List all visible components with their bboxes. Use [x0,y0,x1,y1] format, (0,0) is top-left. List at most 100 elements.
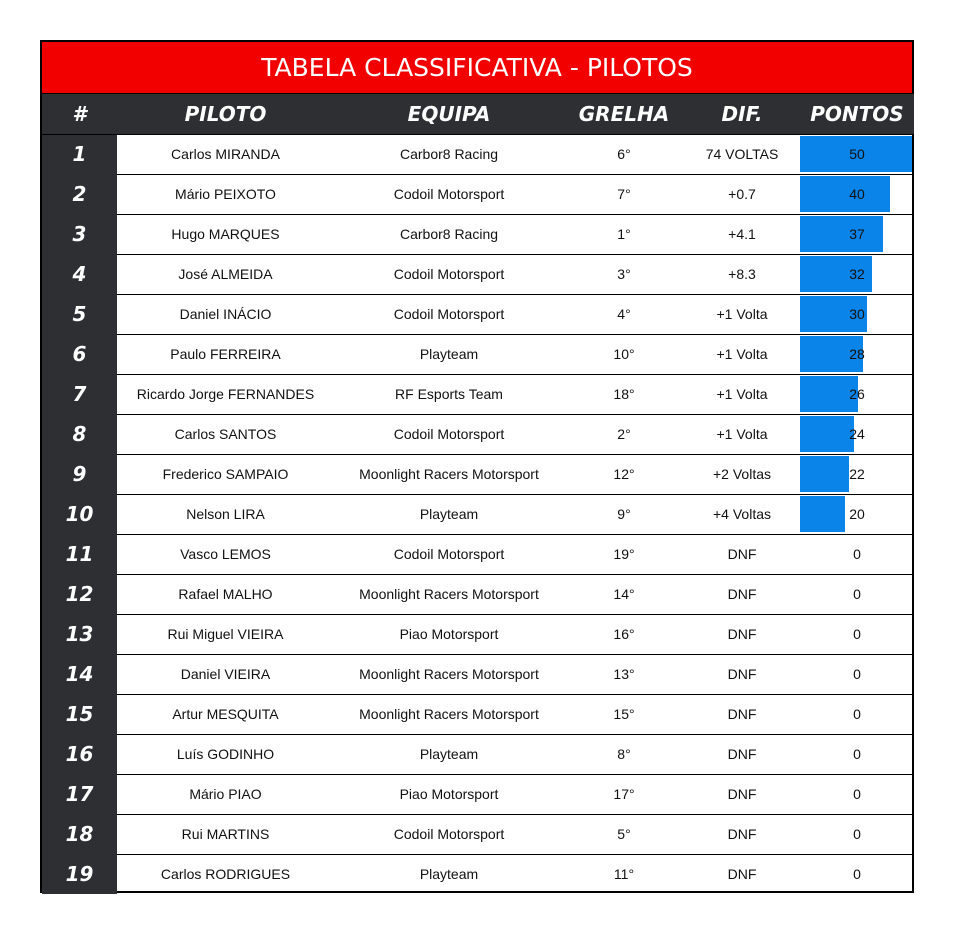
points-cell: 26 [800,374,914,414]
row-divider [117,534,914,535]
grid: 15° [613,706,635,722]
gap: DNF [727,626,757,642]
points-bar [800,376,859,412]
team: Carbor8 Racing [399,226,499,242]
column-header: PILOTO [117,94,334,134]
row-divider [117,814,914,815]
team: Piao Motorsport [399,626,499,642]
points: 37 [849,226,865,242]
position: 14 [42,654,117,694]
row-divider [42,134,914,135]
row-divider [117,494,914,495]
driver: Daniel INÁCIO [179,306,272,322]
points-bar [800,336,863,372]
driver: Carlos RODRIGUES [160,866,291,882]
gap: +2 Voltas [713,466,771,482]
team: Moonlight Racers Motorsport [359,706,539,722]
points: 0 [853,546,861,562]
row-divider [117,294,914,295]
row-divider [117,174,914,175]
grid: 18° [613,386,635,402]
row-divider [117,254,914,255]
points-cell: 0 [800,614,914,654]
gap: +1 Volta [716,306,768,322]
grid: 16° [613,626,635,642]
position: 15 [42,694,117,734]
points-cell: 0 [800,734,914,774]
grid: 3° [617,266,631,282]
row-divider [117,774,914,775]
driver: Artur MESQUITA [172,706,279,722]
position: 9 [42,454,117,494]
row-divider [117,574,914,575]
column-header: GRELHA [564,94,684,134]
position: 18 [42,814,117,854]
position: 2 [42,174,117,214]
team: Codoil Motorsport [393,426,505,442]
position: 10 [42,494,117,534]
points: 32 [849,266,865,282]
points: 0 [853,706,861,722]
points-cell: 50 [800,134,914,174]
gap: +4.1 [728,226,756,242]
grid: 5° [617,826,631,842]
grid: 17° [613,786,635,802]
grid: 19° [613,546,635,562]
gap: DNF [727,546,757,562]
table-title: TABELA CLASSIFICATIVA - PILOTOS [42,42,912,94]
team: Codoil Motorsport [393,186,505,202]
points-cell: 22 [800,454,914,494]
team: Carbor8 Racing [399,146,499,162]
gap: +1 Volta [716,386,768,402]
row-divider [117,334,914,335]
position: 1 [42,134,117,174]
points-cell: 30 [800,294,914,334]
column-header: PONTOS [800,94,914,134]
driver: Rui Miguel VIEIRA [167,626,284,642]
points-bar [800,296,868,332]
gap: +0.7 [728,186,756,202]
row-divider [117,854,914,855]
points-cell: 0 [800,534,914,574]
row-divider [117,614,914,615]
position: 19 [42,854,117,894]
row-divider [117,374,914,375]
driver: Daniel VIEIRA [180,666,271,682]
driver: Rui MARTINS [181,826,270,842]
points: 0 [853,786,861,802]
points: 24 [849,426,865,442]
points-cell: 32 [800,254,914,294]
driver: Luís GODINHO [176,746,275,762]
points-bar [800,176,890,212]
standings-table: TABELA CLASSIFICATIVA - PILOTOS # PILOTO E… [40,40,914,894]
team: Codoil Motorsport [393,266,505,282]
position: 7 [42,374,117,414]
team: Codoil Motorsport [393,306,505,322]
points: 0 [853,586,861,602]
position: 11 [42,534,117,574]
driver: Nelson LIRA [186,506,265,522]
team: Playteam [419,746,479,762]
gap: DNF [727,666,757,682]
column-header: # [42,94,117,134]
points-bar [800,496,845,532]
driver: Vasco LEMOS [180,546,271,562]
grid: 11° [613,866,635,882]
grid: 8° [617,746,631,762]
points-cell: 28 [800,334,914,374]
team: RF Esports Team [395,386,503,402]
points-cell: 0 [800,774,914,814]
position: 5 [42,294,117,334]
column-header: EQUIPA [334,94,564,134]
points-bar [800,256,872,292]
gap: DNF [727,706,757,722]
points-bar [800,136,912,172]
points-bar [800,416,854,452]
points-cell: 0 [800,814,914,854]
points: 50 [849,146,865,162]
points-cell: 0 [800,854,914,894]
points: 0 [853,746,861,762]
grid: 9° [617,506,631,522]
points: 22 [849,466,865,482]
points-cell: 0 [800,654,914,694]
